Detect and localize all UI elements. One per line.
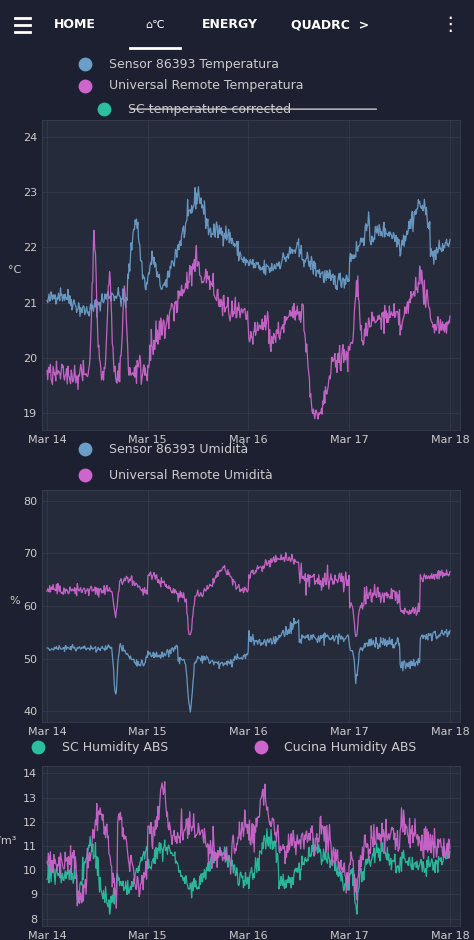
Point <box>257 740 264 755</box>
Text: Cucina Humidity ABS: Cucina Humidity ABS <box>284 741 417 754</box>
Y-axis label: °C: °C <box>8 265 21 275</box>
Text: SC temperature corrected: SC temperature corrected <box>128 102 291 116</box>
Text: Universal Remote Umidità: Universal Remote Umidità <box>109 469 273 482</box>
Text: ⌂℃: ⌂℃ <box>145 20 165 30</box>
Y-axis label: %: % <box>9 596 20 606</box>
Point <box>82 442 89 457</box>
Y-axis label: g/m³: g/m³ <box>0 836 17 846</box>
Text: Sensor 86393 Umidità: Sensor 86393 Umidità <box>109 443 248 456</box>
Point <box>82 56 89 71</box>
Point <box>82 468 89 483</box>
Point <box>34 740 42 755</box>
Point <box>100 102 108 117</box>
Text: ENERGY: ENERGY <box>202 19 258 32</box>
Text: ⋮: ⋮ <box>440 15 460 35</box>
Text: Universal Remote Temperatura: Universal Remote Temperatura <box>109 80 303 92</box>
Text: HOME: HOME <box>54 19 96 32</box>
Text: Sensor 86393 Temperatura: Sensor 86393 Temperatura <box>109 57 279 70</box>
Point <box>82 78 89 93</box>
Text: QUADRC  >: QUADRC > <box>291 19 369 32</box>
Text: SC Humidity ABS: SC Humidity ABS <box>62 741 168 754</box>
